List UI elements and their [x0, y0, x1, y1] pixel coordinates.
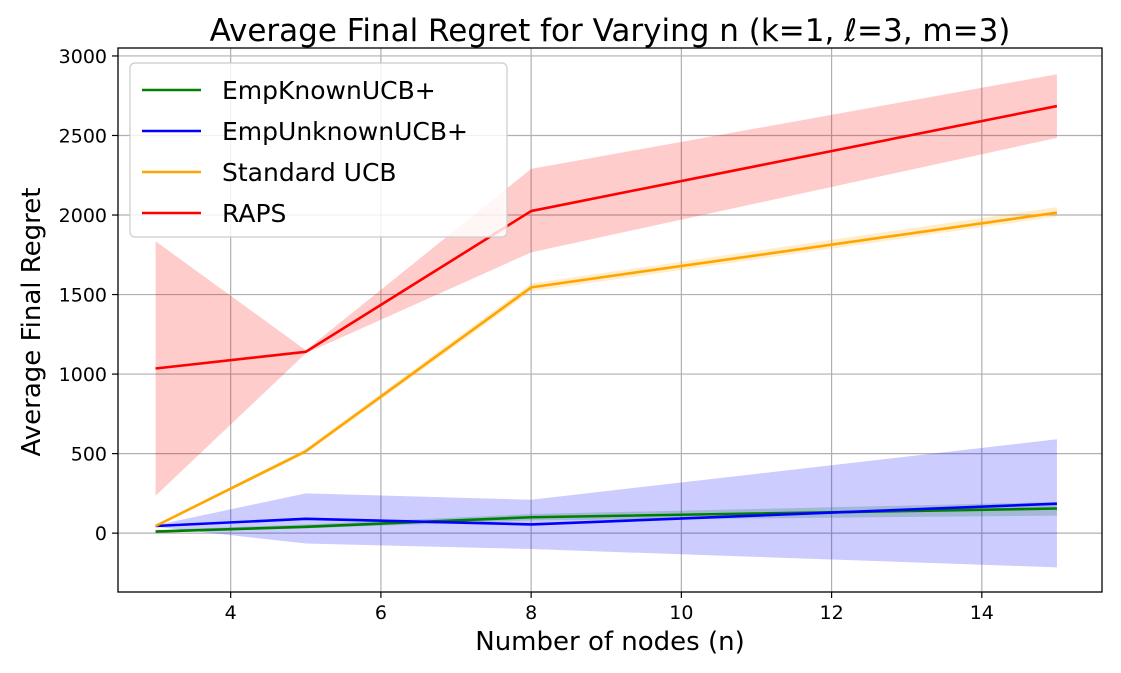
legend-box — [129, 62, 508, 238]
y-tick-label: 0 — [95, 523, 107, 545]
line-empunknownucb- — [155, 502, 1057, 528]
y-tick-label: 2000 — [59, 205, 107, 227]
x-axis-ticks: 4 6 8 10 12 14 — [225, 592, 994, 624]
y-tick-label: 500 — [71, 444, 107, 466]
x-tick-label: 12 — [819, 602, 843, 624]
y-axis-ticks: 0 500 1000 1500 2000 2500 3000 — [59, 46, 118, 545]
series-lines — [154, 104, 1058, 533]
y-tick-label: 2500 — [59, 125, 107, 147]
plot-frame — [117, 47, 1103, 593]
y-tick-label: 1500 — [59, 285, 107, 307]
y-axis-label: Average Final Regret — [17, 188, 47, 457]
y-tick-label: 3000 — [59, 46, 107, 68]
band-raps — [155, 74, 1057, 496]
x-axis-label: Number of nodes (n) — [475, 627, 745, 657]
legend-label: Standard UCB — [222, 158, 397, 187]
x-tick-label: 14 — [970, 602, 994, 624]
line-raps — [155, 104, 1058, 370]
legend-label: EmpKnownUCB+ — [222, 76, 436, 105]
x-tick-label: 6 — [375, 602, 387, 624]
legend-label: RAPS — [222, 199, 286, 228]
legend-label: EmpUnknownUCB+ — [222, 117, 468, 146]
x-tick-label: 8 — [525, 602, 537, 624]
x-tick-label: 10 — [669, 602, 693, 624]
legend: EmpKnownUCB+ EmpUnknownUCB+ Standard UCB RA… — [129, 62, 508, 238]
line-standard-ucb — [154, 211, 1058, 528]
chart-title: Average Final Regret for Varying n (k=1,… — [210, 13, 1011, 49]
x-tick-label: 4 — [225, 602, 237, 624]
band-empunknownucb- — [155, 439, 1057, 568]
grid — [118, 48, 1102, 592]
y-tick-label: 1000 — [59, 364, 107, 386]
